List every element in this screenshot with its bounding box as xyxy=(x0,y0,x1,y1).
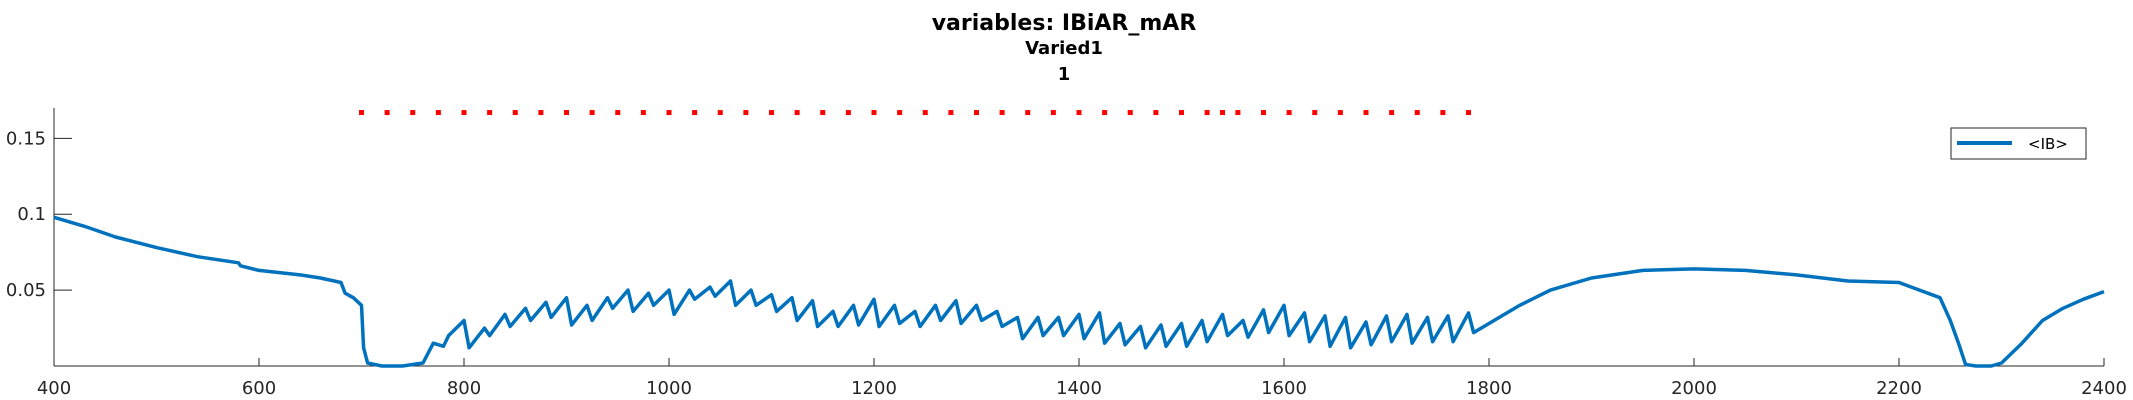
marker-point xyxy=(589,110,595,116)
marker-point xyxy=(999,110,1005,116)
marker-point xyxy=(1050,110,1056,116)
x-tick-label: 800 xyxy=(447,378,481,399)
marker-point xyxy=(461,110,467,116)
marker-point xyxy=(794,110,800,116)
marker-point xyxy=(1153,110,1159,116)
x-tick-label: 1400 xyxy=(1056,378,1102,399)
chart-title: variables: IBiAR_mAR xyxy=(932,11,1197,36)
x-tick-label: 2200 xyxy=(1876,378,1922,399)
marker-point xyxy=(897,110,903,116)
marker-point xyxy=(1440,110,1446,116)
marker-point xyxy=(487,110,493,116)
marker-point xyxy=(1363,110,1369,116)
chart-subtitle-line-1: Varied1 xyxy=(1025,38,1103,59)
marker-point xyxy=(743,110,749,116)
marker-point xyxy=(435,110,441,116)
marker-point xyxy=(1389,110,1395,116)
legend: <IB> xyxy=(1950,127,2087,160)
marker-point xyxy=(384,110,390,116)
marker-point xyxy=(1076,110,1082,116)
x-tick-label: 1800 xyxy=(1466,378,1512,399)
marker-point xyxy=(1179,110,1184,116)
marker-point xyxy=(1025,110,1031,116)
marker-point xyxy=(845,110,851,116)
marker-point xyxy=(717,110,723,116)
marker-point xyxy=(692,110,698,116)
x-tick-label: 1600 xyxy=(1261,378,1307,399)
marker-point xyxy=(666,110,672,116)
x-tick-label: 2000 xyxy=(1671,378,1717,399)
marker-point xyxy=(1466,110,1471,116)
marker-point xyxy=(564,110,569,116)
marker-point xyxy=(1312,110,1318,116)
x-tick-label: 2400 xyxy=(2081,378,2127,399)
series-line-ib xyxy=(53,215,2105,368)
marker-point xyxy=(948,110,954,116)
marker-point xyxy=(1337,110,1343,116)
marker-point xyxy=(1286,110,1292,116)
y-tick-label: 0.15 xyxy=(6,128,46,149)
marker-point xyxy=(974,110,979,116)
marker-point xyxy=(359,110,364,116)
x-tick-label: 400 xyxy=(37,378,71,399)
marker-point xyxy=(1414,110,1420,116)
marker-point xyxy=(640,110,646,116)
x-tick-label: 600 xyxy=(242,378,276,399)
marker-point xyxy=(1220,110,1225,116)
marker-point xyxy=(1204,110,1210,116)
x-tick-label: 1200 xyxy=(851,378,897,399)
marker-point xyxy=(820,110,826,116)
marker-point xyxy=(538,110,544,116)
chart-subtitle-line-2: 1 xyxy=(1058,64,1071,85)
marker-point xyxy=(1127,110,1133,116)
marker-point xyxy=(922,110,928,116)
legend-label-ib: <IB> xyxy=(2028,135,2068,153)
marker-point xyxy=(769,110,774,116)
marker-point xyxy=(1261,110,1266,116)
marker-point xyxy=(871,110,877,116)
marker-point xyxy=(615,110,621,116)
marker-point xyxy=(410,110,416,116)
marker-point xyxy=(512,110,518,116)
marker-point xyxy=(1235,110,1241,116)
y-tick-label: 0.1 xyxy=(17,204,46,225)
plot-area: 400 600 800 1000 1200 1400 1600 1800 2000 2200 240… xyxy=(6,108,2127,399)
marker-point xyxy=(1102,110,1108,116)
x-tick-label: 1000 xyxy=(646,378,692,399)
y-tick-label: 0.05 xyxy=(6,280,46,301)
